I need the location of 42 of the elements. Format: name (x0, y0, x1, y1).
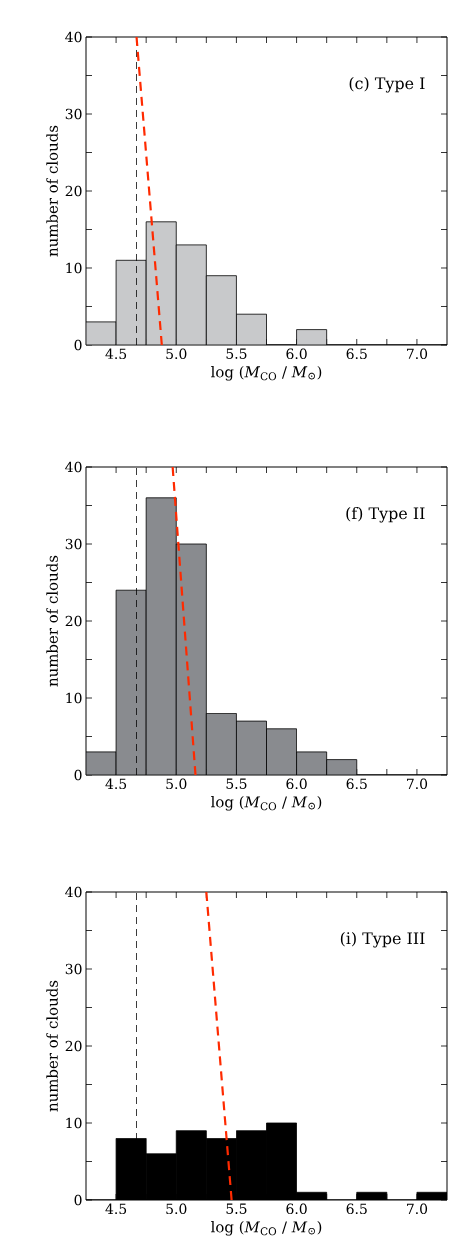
y-axis-title: number of clouds (46, 980, 58, 1112)
y-tick-label: 10 (66, 1117, 82, 1129)
text: (f) Type II (346, 506, 425, 523)
x-axis-title: log (M$_{CO}$ / M$_{⊙}$) (211, 1220, 322, 1236)
y-tick-label: 10 (66, 692, 82, 704)
text: (c) Type I (349, 76, 425, 93)
y-tick-label: 40 (65, 31, 82, 43)
x-tick-label: 7.0 (407, 778, 428, 790)
x-tick-label: 4.5 (105, 348, 127, 360)
y-tick-label: 20 (65, 1040, 82, 1052)
x-tick-label: 7.0 (407, 1203, 428, 1215)
y-tick-label: 40 (65, 461, 82, 473)
y-axis-title: number of clouds (46, 125, 58, 257)
y-axis-title: number of clouds (46, 555, 58, 687)
y-tick-label: 20 (65, 185, 82, 197)
x-tick-label: 4.5 (105, 778, 127, 790)
x-tick-label: 5.0 (166, 348, 187, 360)
y-tick-label: 10 (66, 262, 82, 274)
x-axis-title: log (M$_{CO}$ / M$_{⊙}$) (211, 365, 322, 381)
y-tick-label: 30 (65, 108, 82, 120)
x-tick-label: 5.0 (166, 778, 187, 790)
x-tick-label: 6.0 (286, 1203, 307, 1215)
text: (i) Type III (340, 931, 425, 948)
x-axis-title: log (M$_{CO}$ / M$_{⊙}$) (211, 795, 322, 811)
x-tick-label: 5.5 (226, 348, 247, 359)
y-tick-label: 30 (65, 538, 82, 550)
x-tick-label: 5.0 (166, 1203, 187, 1215)
y-tick-label: 0 (74, 1194, 82, 1206)
y-tick-label: 0 (74, 339, 82, 351)
x-tick-label: 7.0 (407, 348, 428, 360)
y-tick-label: 0 (74, 769, 82, 781)
x-tick-label: 5.5 (226, 778, 247, 789)
x-tick-label: 6.5 (346, 778, 367, 790)
x-tick-label: 6.0 (286, 778, 307, 790)
x-tick-label: 6.5 (346, 348, 367, 360)
x-tick-label: 6.5 (346, 1203, 367, 1215)
y-tick-label: 40 (65, 886, 82, 898)
x-tick-label: 6.0 (286, 348, 307, 360)
x-tick-label: 4.5 (105, 1203, 127, 1215)
y-tick-label: 30 (65, 963, 82, 975)
y-tick-label: 20 (65, 615, 82, 627)
x-tick-label: 5.5 (226, 1203, 247, 1214)
